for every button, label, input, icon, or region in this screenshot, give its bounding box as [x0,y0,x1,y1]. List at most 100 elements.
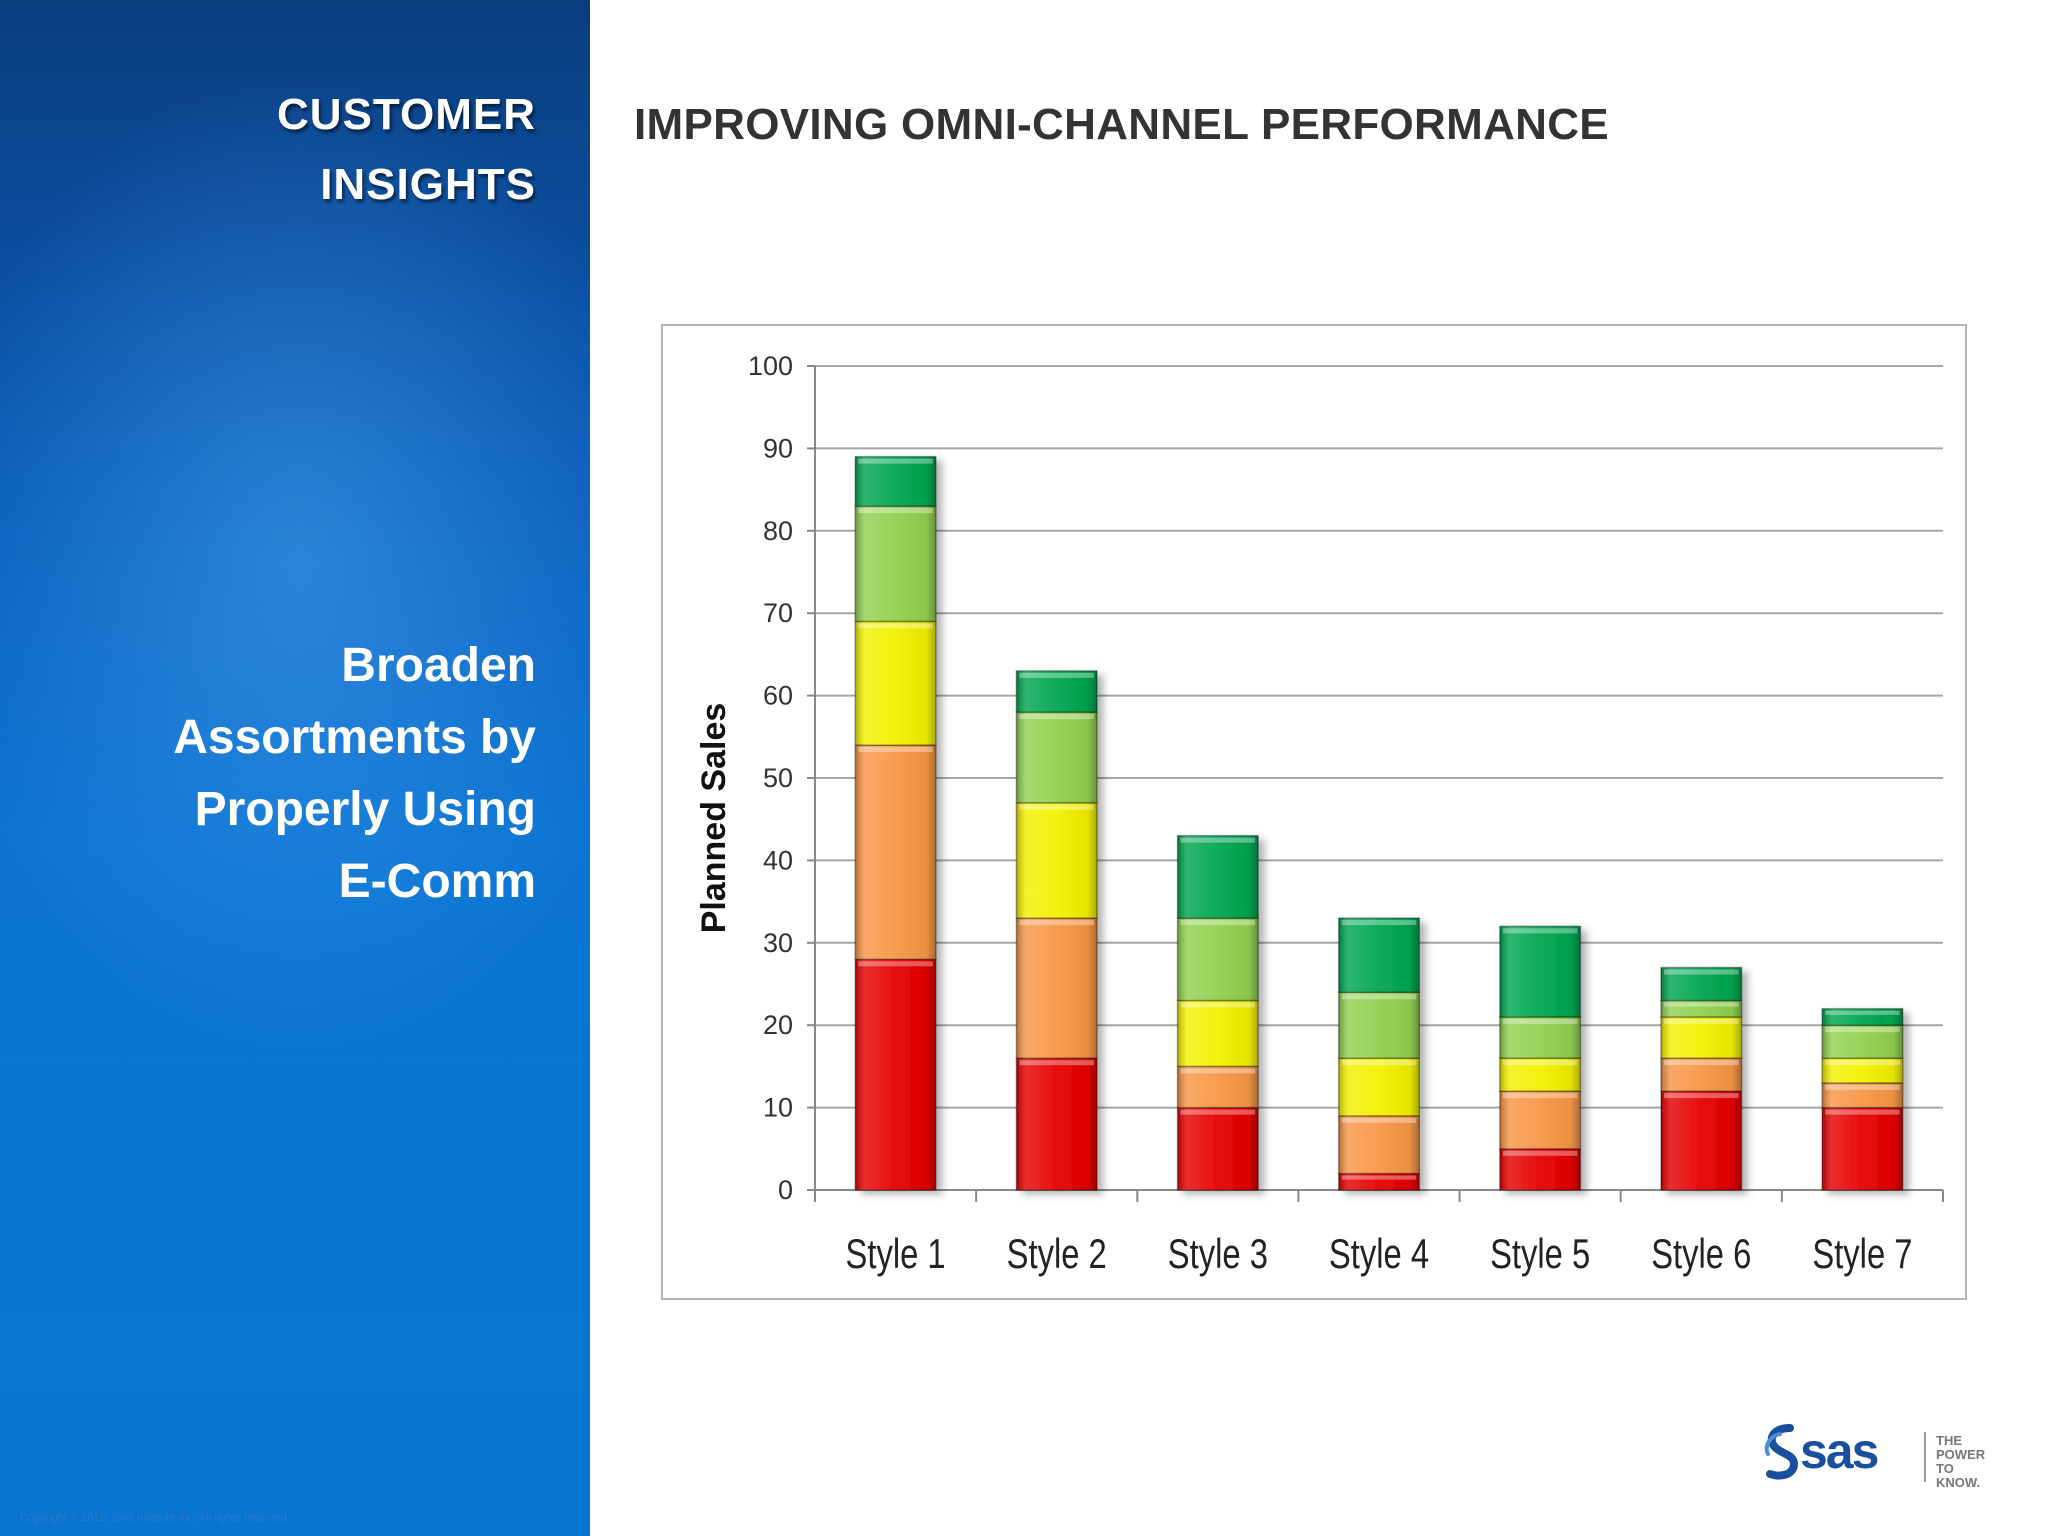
bar-stack [1176,834,1259,1191]
bar-segment-highlight [1341,1060,1417,1066]
x-category-label: Style 1 [846,1230,946,1277]
y-tick-label: 50 [763,763,793,793]
bar-segment-highlight [858,961,933,967]
side-message-line: E-Comm [338,855,536,908]
bar-segment-shade [1338,992,1420,1059]
bar-segment-shade [1016,712,1097,803]
bars [854,455,1904,1191]
y-tick-label: 0 [778,1175,793,1205]
section-title-line: CUSTOMER [277,90,536,139]
bar-stack [1337,917,1421,1191]
bar-segment-shade [1338,1058,1420,1116]
bar-segment-highlight [1019,804,1094,810]
gridlines [815,365,1943,1109]
y-tick-label: 100 [748,351,793,381]
bar-segment-shade [1338,918,1420,993]
bar-stack [854,455,937,1191]
y-tick-label: 60 [763,681,793,711]
slide-title: IMPROVING OMNI-CHANNEL PERFORMANCE [634,100,1609,149]
bar-segment-highlight [1664,1060,1739,1066]
sas-logo: sas THE POWER TO KNOW. [1760,1422,2000,1490]
bar-segment-highlight [1664,1093,1739,1099]
logo-wordmark: sas [1800,1423,1879,1479]
bar-segment-highlight [1180,1109,1256,1115]
bar-segment-highlight [1019,1060,1094,1066]
x-category-label: Style 6 [1651,1230,1751,1277]
bar-stack [1499,925,1582,1191]
bar-segment-highlight [1664,1018,1739,1024]
y-tick-label: 40 [763,845,793,875]
y-axis-title: Planned Sales [695,703,733,934]
logo-tagline-line: THE [1936,1433,1962,1448]
bar-segment-highlight [1664,969,1739,975]
y-tick-label: 30 [763,928,793,958]
x-category-label: Style 7 [1812,1230,1912,1277]
bar-segment-shade [1177,835,1259,919]
bar-segment-highlight [1180,1068,1256,1074]
bar-segment-shade [1661,1091,1742,1190]
bar-segment-highlight [1019,920,1094,926]
y-tick-label: 90 [763,433,793,463]
y-tick-label: 10 [763,1093,793,1123]
bar-segment-highlight [1825,1084,1900,1090]
bar-segment-highlight [1341,1117,1417,1123]
side-message-line: Assortments by [173,711,536,764]
section-title-line: INSIGHTS [320,160,536,209]
side-message-line: Broaden [341,639,536,692]
bar-segment-shade [1177,1000,1259,1067]
bar-segment-highlight [1502,1018,1578,1024]
bar-segment-highlight [1825,1027,1900,1033]
bar-stack [1660,966,1743,1191]
x-category-label: Style 2 [1007,1230,1107,1277]
bar-segment-highlight [1180,920,1256,926]
bar-segment-shade [1016,802,1097,919]
x-category-label: Style 3 [1168,1230,1268,1277]
side-message: Broaden Assortments by Properly Using E-… [36,630,536,918]
labels: 0 10 20 30 40 50 60 70 80 90 100 Style 1 Style 2 Styl… [695,351,1912,1277]
bar-segment-highlight [1825,1109,1900,1115]
bar-segment-highlight [1664,1002,1739,1007]
bar-segment-highlight [1825,1060,1900,1066]
bar-stack [1015,670,1098,1191]
bar-segment-highlight [1019,714,1094,720]
logo-tagline: THE POWER TO KNOW. [1936,1434,2000,1490]
sas-swirl-icon [1764,1424,1799,1480]
logo-tagline-line: TO KNOW. [1936,1461,1981,1490]
chart-frame: 0 10 20 30 40 50 60 70 80 90 100 Style 1 Style 2 Styl… [661,324,1967,1300]
bar-segment-shade [1822,1107,1903,1190]
bar-segment-highlight [1502,1093,1578,1099]
bar-segment-highlight [1502,928,1578,934]
logo-divider [1924,1432,1926,1482]
bar-segment-highlight [1825,1010,1900,1015]
bar-segment-highlight [858,508,933,514]
stacked-bar-chart: 0 10 20 30 40 50 60 70 80 90 100 Style 1 Style 2 Styl… [695,351,1944,1277]
bar-segment-highlight [1502,1060,1578,1066]
bar-segment-shade [1016,1058,1097,1190]
bar-segment-highlight [858,458,933,464]
bar-stack [1821,1007,1904,1191]
logo-tagline-line: POWER [1936,1447,1986,1462]
side-message-line: Properly Using [194,783,536,836]
bar-segment-shade [855,959,936,1190]
section-title: CUSTOMER INSIGHTS [76,78,536,222]
bar-segment-shade [1499,926,1581,1017]
bar-segment-shade [855,621,936,746]
bar-segment-shade [1177,1107,1259,1190]
bar-segment-shade [855,745,936,960]
x-category-label: Style 5 [1490,1230,1590,1277]
bar-segment-shade [855,456,936,507]
bar-segment-shade [1499,1091,1581,1149]
bar-segment-highlight [1502,1150,1578,1156]
bar-segment-highlight [1341,994,1417,1000]
bar-segment-highlight [858,747,933,753]
copyright-notice: Copyright © 2012, SAS Institute Inc. All… [20,1512,290,1524]
left-panel: CUSTOMER INSIGHTS Broaden Assortments by… [0,0,590,1536]
bar-segment-highlight [1341,920,1417,926]
y-tick-label: 20 [763,1010,793,1040]
bar-segment-highlight [1019,672,1094,678]
bar-segment-shade [1338,1115,1420,1174]
bar-segment-highlight [858,623,933,629]
bar-segment-highlight [1341,1175,1417,1180]
bar-segment-highlight [1180,1002,1256,1008]
bar-segment-shade [1016,918,1097,1059]
